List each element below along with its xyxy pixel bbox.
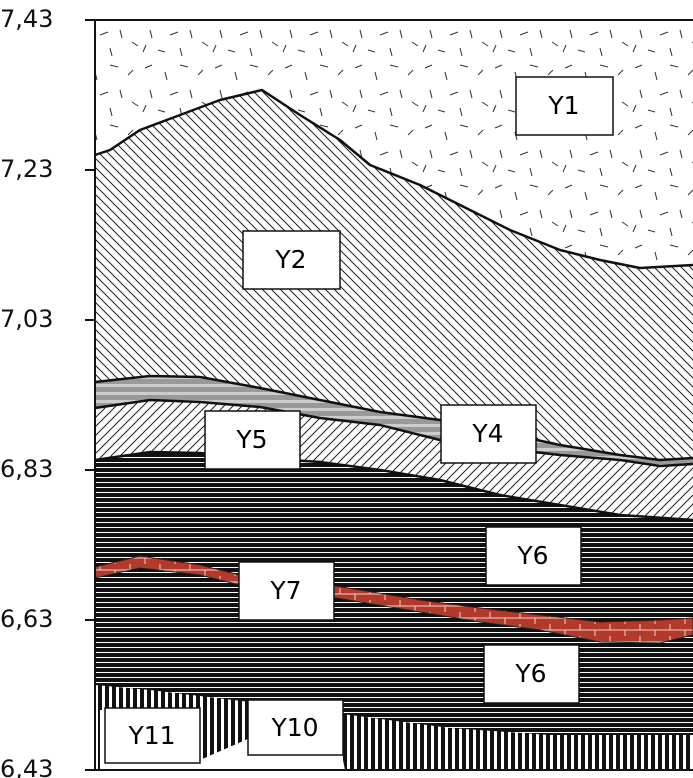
boundaries <box>94 88 693 522</box>
layer-label: Y5 <box>235 425 267 454</box>
y-tick-label: 6,43 <box>0 755 53 778</box>
label-box <box>104 707 201 764</box>
label-box <box>238 561 335 621</box>
y-tick-label: 7,43 <box>0 5 53 33</box>
layer-label: Y11 <box>127 721 175 750</box>
layer-label: Y4 <box>471 419 503 448</box>
layer-label: Y1 <box>547 91 579 120</box>
frame <box>94 19 693 771</box>
boundary <box>94 398 693 468</box>
label-box <box>204 410 301 470</box>
boundary <box>94 88 693 270</box>
layer-labels: Y1 Y2 Y5 Y4 Y6 Y7 Y6 Y11 Y10 <box>104 76 614 764</box>
label-box <box>242 230 341 290</box>
y-tick-label: 7,23 <box>0 155 53 183</box>
label-box <box>247 699 344 756</box>
label-box <box>440 404 537 464</box>
boundary <box>94 374 693 462</box>
layer-label: Y7 <box>269 576 301 605</box>
y-tick-label: 7,03 <box>0 305 53 333</box>
label-box <box>485 526 582 586</box>
layer-label: Y6 <box>516 541 548 570</box>
layer-label: Y6 <box>514 659 546 688</box>
y-tick-label: 6,63 <box>0 605 53 633</box>
layer-label: Y10 <box>270 713 318 742</box>
label-box <box>483 644 580 704</box>
label-box <box>515 76 614 136</box>
boundary <box>94 450 693 522</box>
layer-label: Y2 <box>274 245 306 274</box>
y-tick-label: 6,83 <box>0 455 53 483</box>
